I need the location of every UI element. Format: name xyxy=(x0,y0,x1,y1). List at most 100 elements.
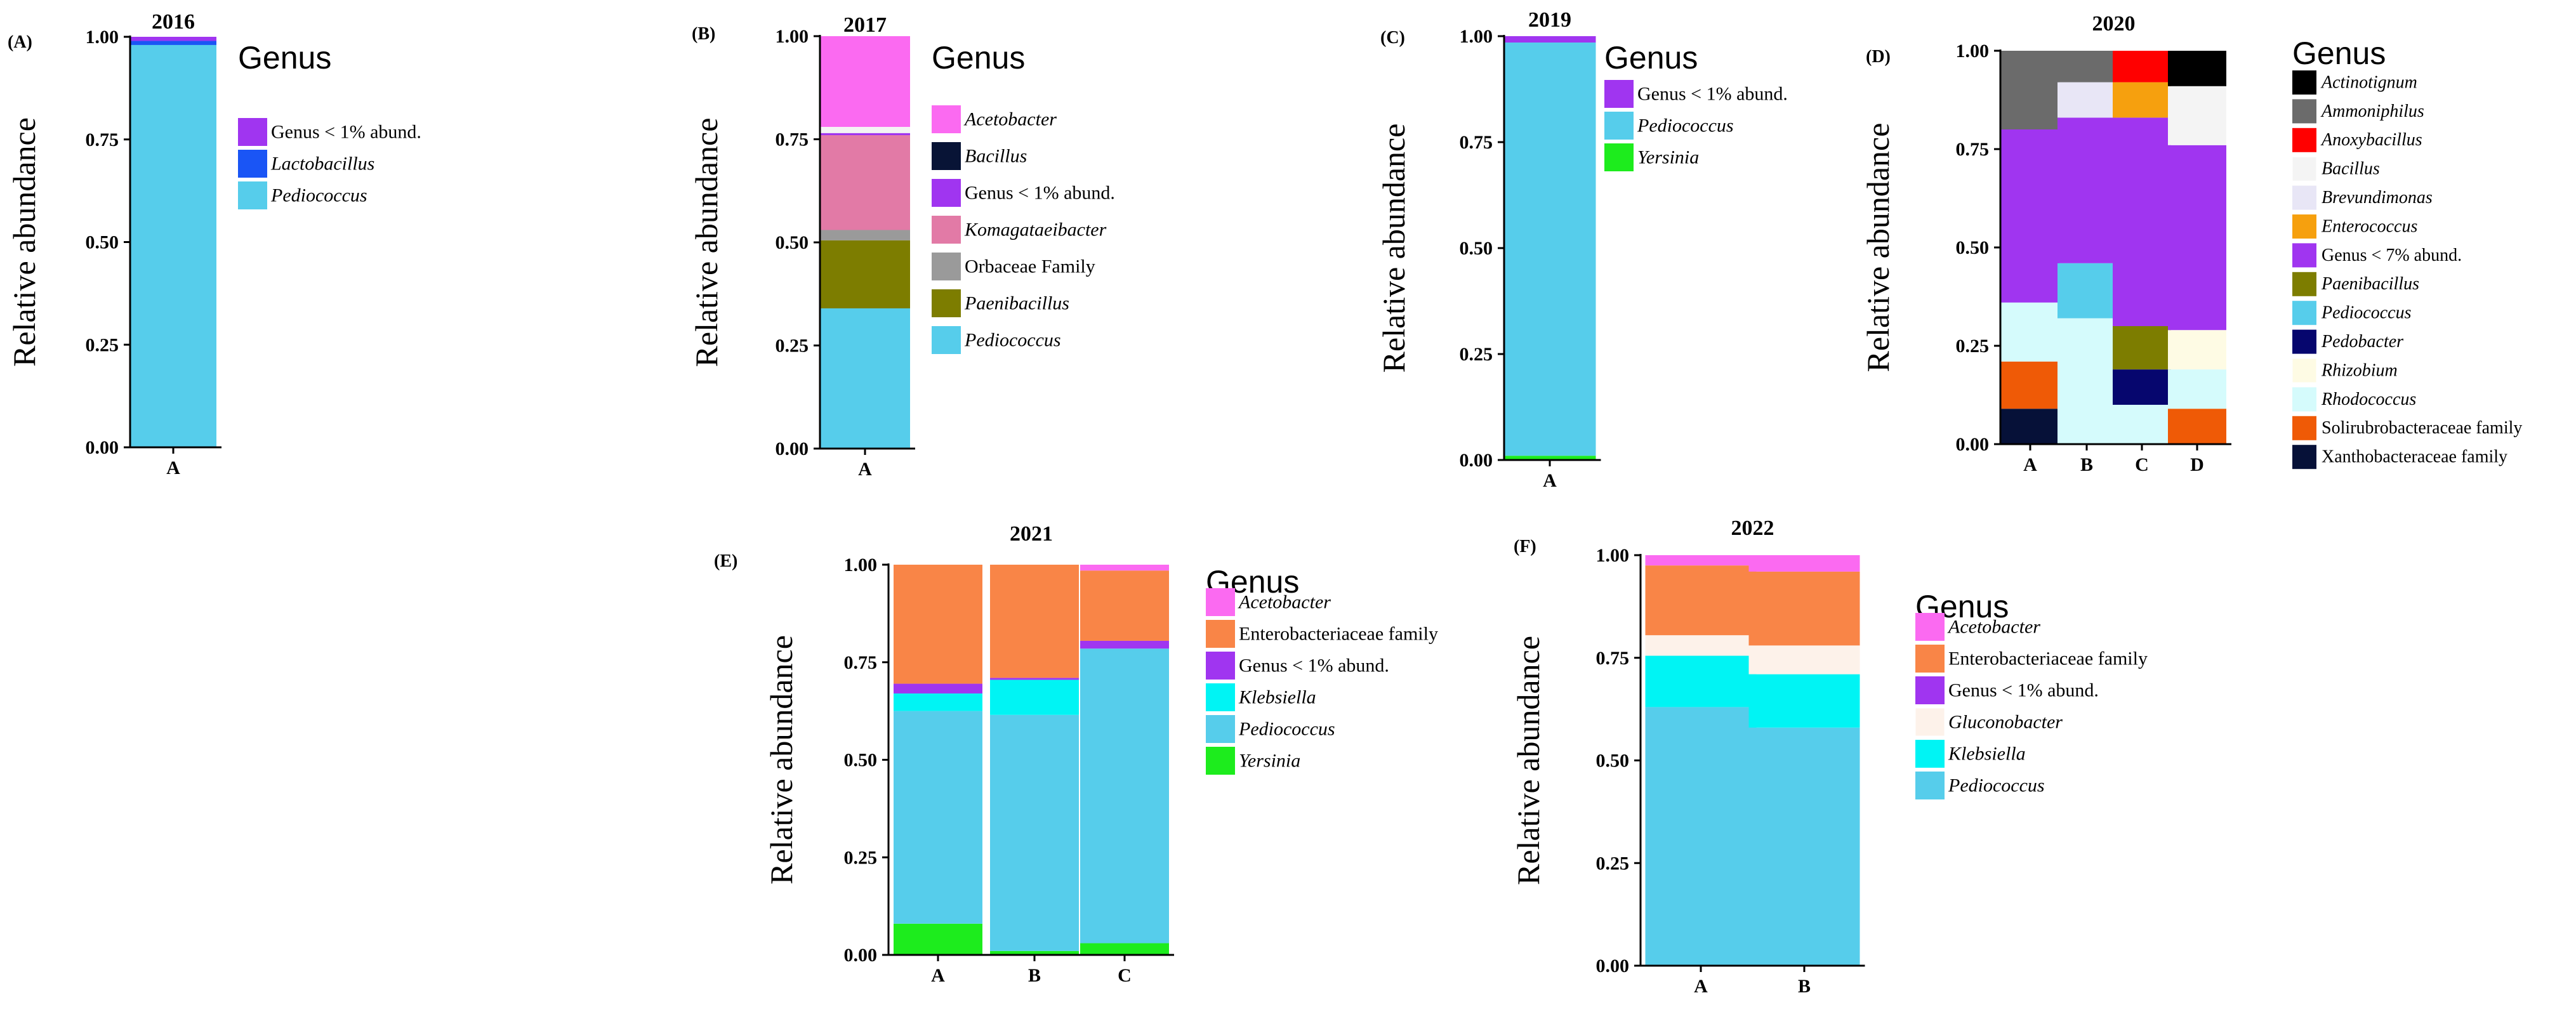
y-tick-label: 0.50 xyxy=(844,750,878,771)
legend-swatch-genus-1-abund xyxy=(1604,80,1634,108)
y-tick-label: 0.25 xyxy=(86,334,119,355)
legend-swatch-enterococcus xyxy=(2292,214,2316,239)
legend-swatch-anoxybacillus xyxy=(2292,128,2316,152)
bar-segment-actinotignum-d xyxy=(2168,51,2226,86)
legend-title: Genus xyxy=(238,40,331,76)
legend-swatch-yersinia xyxy=(1604,143,1634,171)
bar-segment-yersinia-c xyxy=(1080,943,1169,955)
legend-swatch-genus-1-abund xyxy=(1206,652,1235,680)
legend-swatch-klebsiella xyxy=(1206,683,1235,711)
y-axis-label: Relative abundance xyxy=(6,117,42,367)
bar-segment-anoxybacillus-c xyxy=(2113,51,2171,82)
x-tick-label: D xyxy=(2190,454,2204,475)
bar-segment-enterobacteriaceae-family-a xyxy=(894,565,982,684)
legend-label-rhodococcus: Rhodococcus xyxy=(2321,390,2416,409)
legend-label-pediococcus: Pediococcus xyxy=(2321,303,2412,323)
legend-label-enterococcus: Enterococcus xyxy=(2321,216,2417,236)
bar-segment-genus-7-abund-b xyxy=(2057,117,2116,263)
y-tick-label: 1.00 xyxy=(776,26,809,47)
legend-title: Genus xyxy=(1604,40,1698,76)
legend-label-genus-1-abund: Genus < 1% abund. xyxy=(1948,680,2099,701)
legend-label-genus-7-abund: Genus < 7% abund. xyxy=(2322,246,2462,265)
legend-label-acetobacter: Acetobacter xyxy=(1238,592,1331,613)
x-tick-label: B xyxy=(1028,965,1041,986)
legend-label-yersinia: Yersinia xyxy=(1239,751,1300,772)
y-tick-label: 0.50 xyxy=(776,232,809,253)
bar-segment-genus-7-abund-a xyxy=(2001,129,2059,303)
legend-label-bacillus: Bacillus xyxy=(965,146,1027,167)
chart-panel-f: (F) 2022 Relative abundance A B 0.00 0.25 0.50 0… xyxy=(1510,516,2148,997)
legend-label-xanthobacteraceae-family: Xanthobacteraceae family xyxy=(2322,447,2507,467)
bar-segment-yersinia-a xyxy=(894,923,982,955)
legend-label-solirubrobacteraceae-family: Solirubrobacteraceae family xyxy=(2322,418,2522,438)
legend-swatch-bacillus xyxy=(2292,156,2317,181)
chart-panel-d: (D) 2020 Relative abundance A B C D 0.00 0.25 0.5… xyxy=(1860,12,2522,475)
legend-swatch-ammoniphilus xyxy=(2292,99,2316,124)
legend-swatch-pediococcus xyxy=(2292,301,2316,325)
bar-segment-acetobacter-a xyxy=(820,36,910,127)
legend-label-pedobacter: Pedobacter xyxy=(2321,332,2403,352)
legend-label-klebsiella: Klebsiella xyxy=(1948,744,2026,765)
y-tick-label: 0.75 xyxy=(1956,139,1990,160)
legend-label-acetobacter: Acetobacter xyxy=(963,109,1057,130)
chart-title: 2022 xyxy=(1731,516,1774,540)
legend-label-enterobacteriaceae-family: Enterobacteriaceae family xyxy=(1239,624,1438,645)
bar-segment-pedobacter-c xyxy=(2113,369,2171,405)
y-tick-label: 0.00 xyxy=(1596,956,1630,976)
legend: Genus Genus < 1% abund. Pediococcus Yersini… xyxy=(1604,40,1788,171)
legend-label-gluconobacter: Gluconobacter xyxy=(1948,712,2063,733)
legend-label-rhizobium: Rhizobium xyxy=(2321,360,2398,380)
bar-segment-yersinia-b xyxy=(990,950,1079,955)
bar-segment-rhodococcus-a xyxy=(2001,302,2059,362)
bar-segment-enterobacteriaceae-family-b xyxy=(1748,571,1860,646)
legend: Genus Genus < 1% abund. Lactobacillus Pedio… xyxy=(238,40,421,209)
bar-segment-rhodococcus-b xyxy=(2057,318,2116,444)
legend-label-genus-1-abund: Genus < 1% abund. xyxy=(965,183,1115,204)
bar-segment-bacillus-d xyxy=(2168,86,2226,145)
y-tick-label: 0.50 xyxy=(1956,237,1990,258)
y-tick-label: 1.00 xyxy=(86,27,119,48)
legend-label-actinotignum: Actinotignum xyxy=(2320,72,2417,92)
y-tick-label: 1.00 xyxy=(1460,26,1493,47)
y-axis-label: Relative abundance xyxy=(763,635,799,884)
y-tick-label: 0.25 xyxy=(776,336,809,357)
legend-swatch-bacillus xyxy=(932,142,961,170)
bar-segment-orbaceae-family-a xyxy=(820,230,910,240)
legend-swatch-rhizobium xyxy=(2292,358,2317,383)
legend-swatch-klebsiella xyxy=(1915,740,1945,768)
legend-swatch-enterobacteriaceae-family xyxy=(1206,620,1235,648)
bar-segment-brevundimonas-b xyxy=(2057,82,2116,118)
y-tick-label: 0.50 xyxy=(86,232,119,253)
bar-segment-ammoniphilus-b xyxy=(2057,51,2116,82)
x-tick-label: B xyxy=(2080,454,2093,475)
bar-segment-genus-7-abund-c xyxy=(2113,117,2171,326)
bar-segment-pediococcus-a xyxy=(820,308,910,449)
y-tick-label: 0.00 xyxy=(844,945,878,966)
bar-segment-ammoniphilus-a xyxy=(2001,51,2059,129)
legend-swatch-genus-1-abund xyxy=(932,179,961,207)
bar-segment-solirubrobacteraceae-family-d xyxy=(2168,409,2226,444)
x-tick-label: B xyxy=(1798,976,1811,997)
y-tick-label: 0.75 xyxy=(844,652,878,673)
bar-segment-solirubrobacteraceae-family-a xyxy=(2001,361,2059,409)
legend-swatch-genus-1-abund xyxy=(238,118,267,146)
legend-label-genus-1-abund: Genus < 1% abund. xyxy=(1637,84,1788,105)
x-tick-label: A xyxy=(1694,976,1708,997)
panel-label: (F) xyxy=(1514,537,1536,556)
x-tick-label: A xyxy=(1543,470,1557,491)
legend-label-anoxybacillus: Anoxybacillus xyxy=(2320,130,2422,150)
y-tick-label: 0.75 xyxy=(1596,648,1630,669)
y-axis-label: Relative abundance xyxy=(689,118,724,367)
bar-segment-rhodococcus-d xyxy=(2168,369,2226,409)
legend-label-pediococcus: Pediococcus xyxy=(1948,775,2045,796)
bar-segment-klebsiella-a xyxy=(894,693,982,711)
legend-swatch-lactobacillus xyxy=(238,150,267,178)
x-tick-label: A xyxy=(931,965,945,986)
y-tick-label: 0.75 xyxy=(776,129,809,150)
legend-swatch-solirubrobacteraceae-family xyxy=(2292,416,2316,440)
bar-segment-genus-7-abund-d xyxy=(2168,145,2226,331)
panel-label: (C) xyxy=(1380,28,1405,48)
bar-segment-pediococcus-a xyxy=(130,44,216,447)
